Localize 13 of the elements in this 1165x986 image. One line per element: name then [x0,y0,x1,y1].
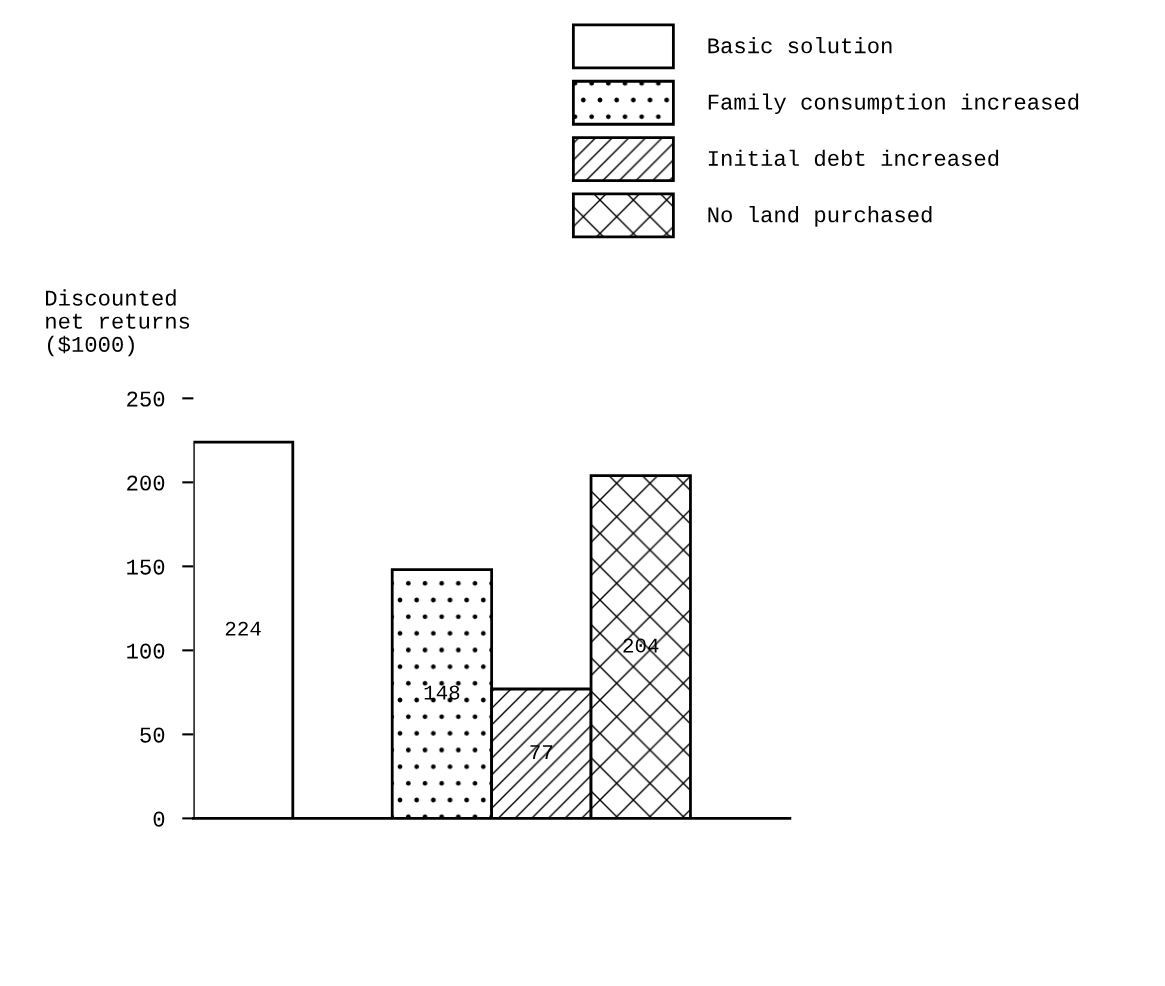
data-label: 224 [225,621,261,636]
legend-label: No land purchased [708,206,932,227]
legend-label: Basic solution [708,37,892,54]
y-tick-label: 0 [153,811,165,827]
y-tick-label: 50 [140,727,165,743]
y-tick-label: 100 [127,643,165,659]
y-tick-label: 250 [127,391,165,407]
y-tick-label: 200 [127,475,165,491]
legend-label: Family consumption increased [708,93,1079,115]
y-tick-label: 150 [127,559,165,575]
y-axis-title: Discounted net returns ($1000) [46,289,190,357]
legend-label: Initial debt increased [708,149,999,167]
data-label: 148 [424,685,460,700]
